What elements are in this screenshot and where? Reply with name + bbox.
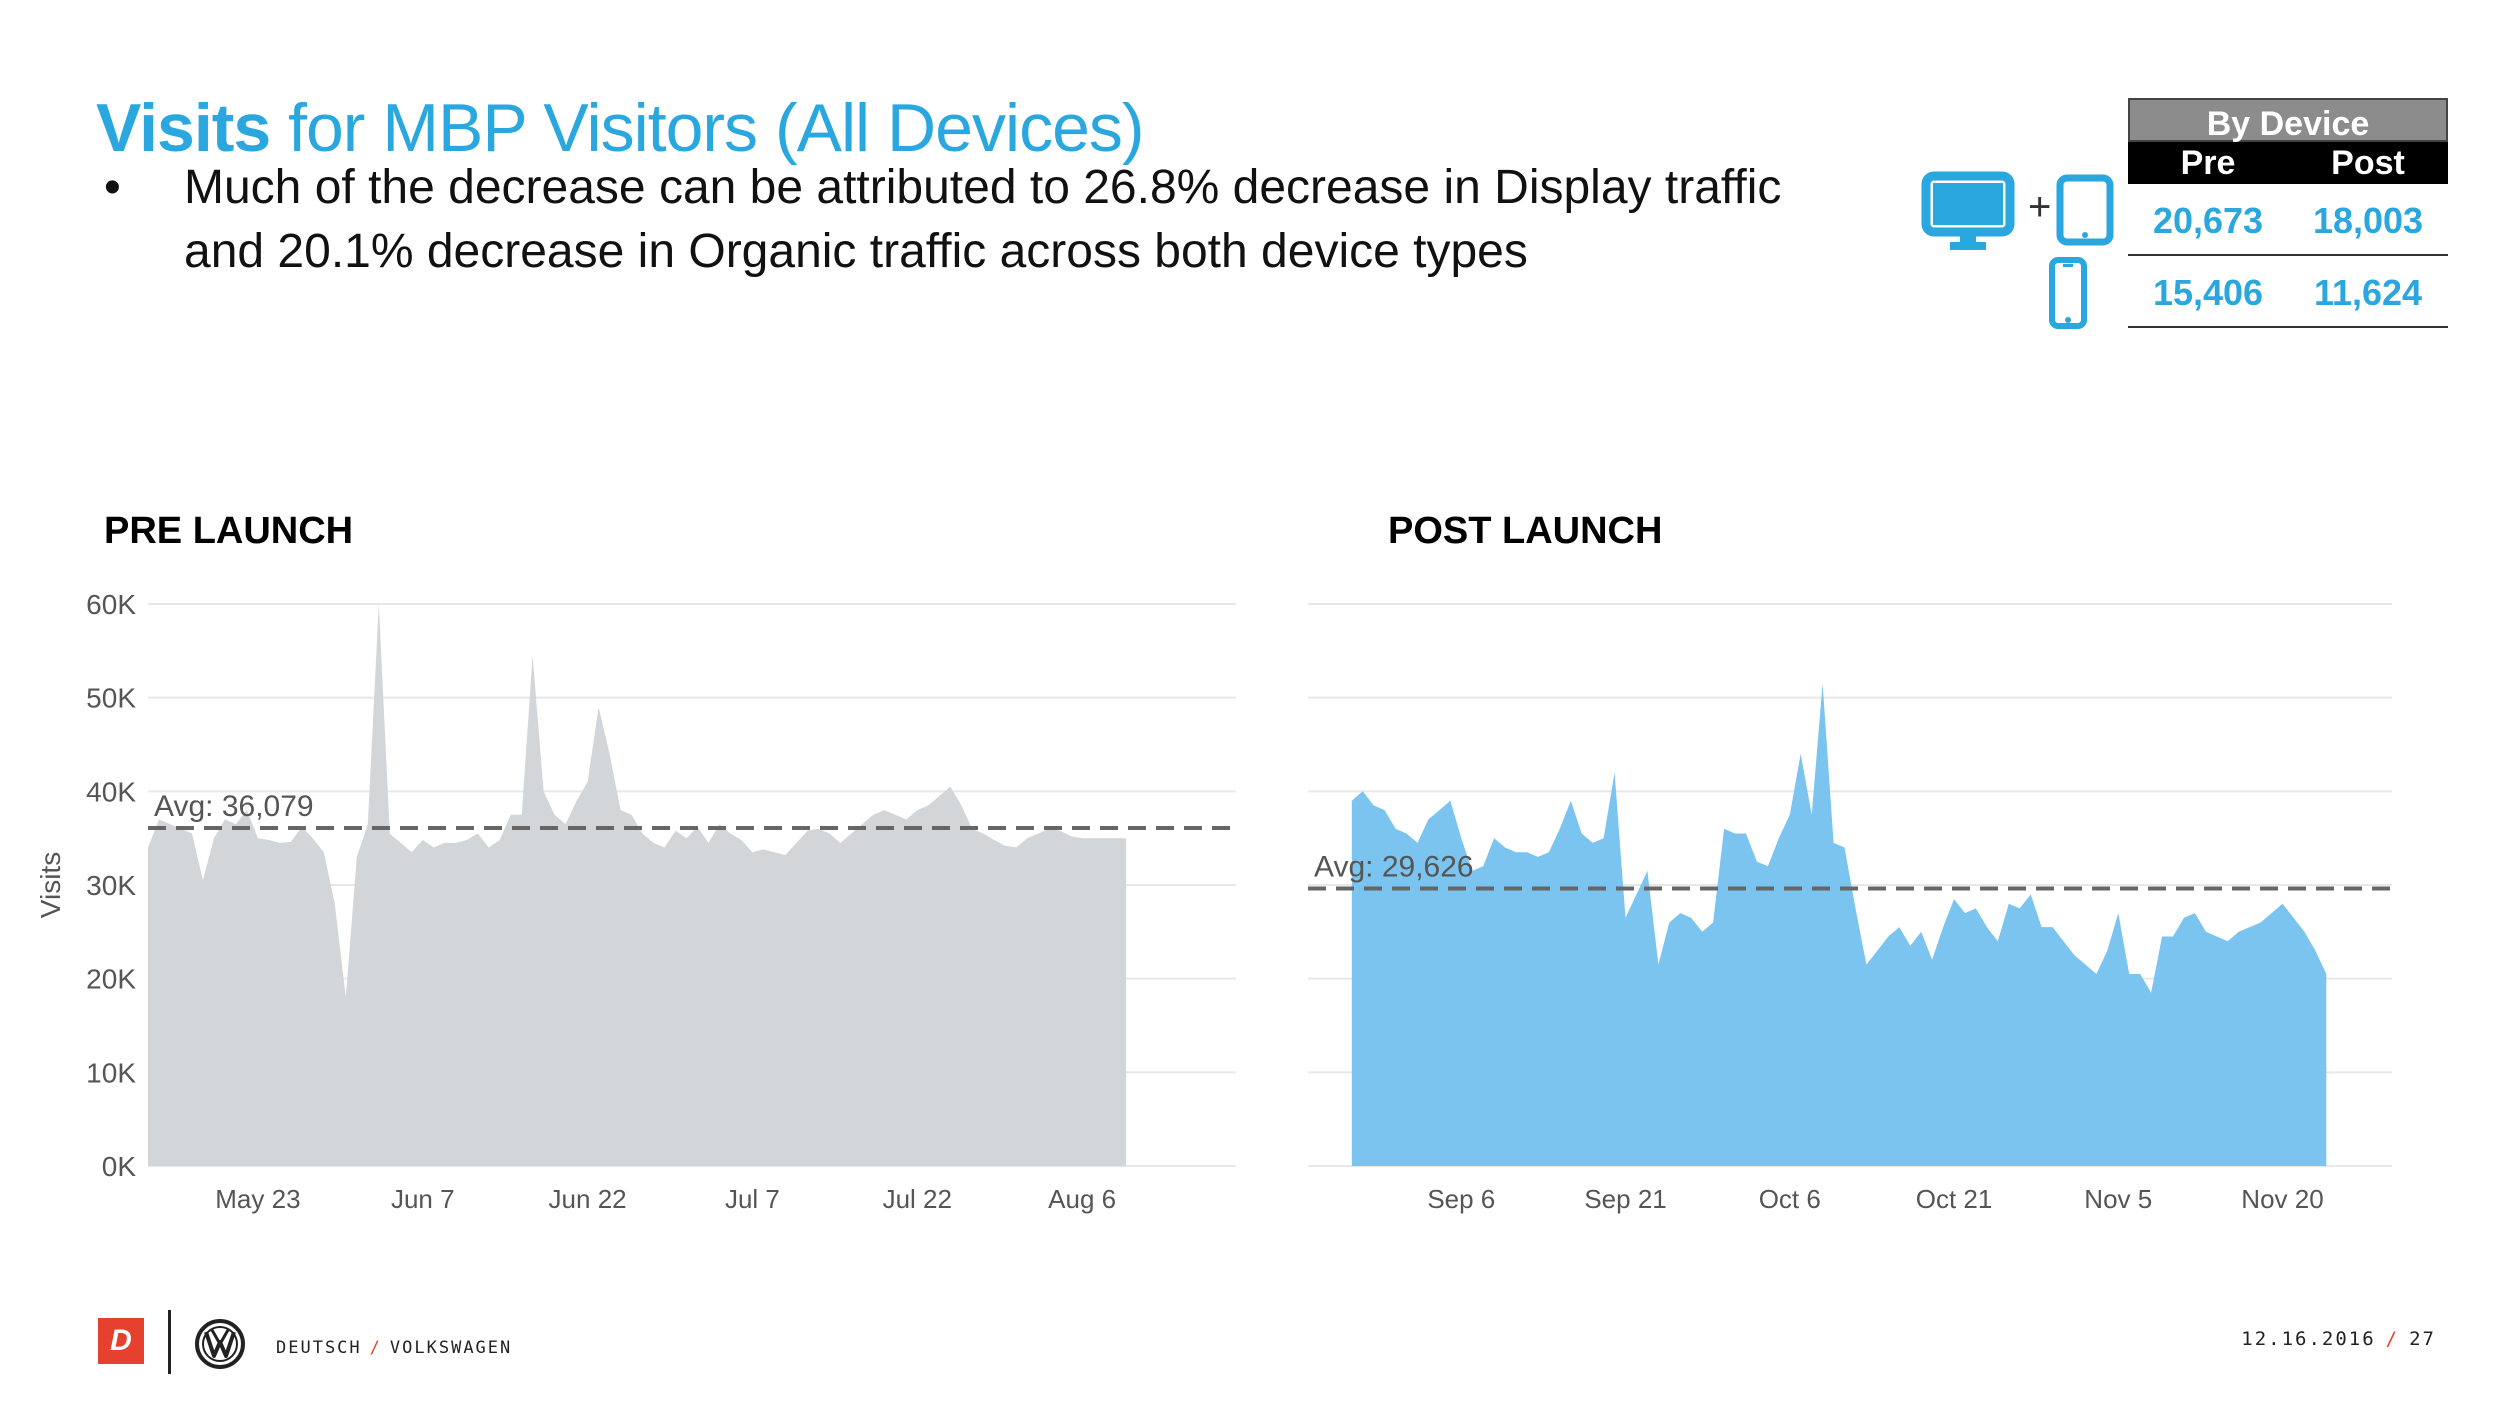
x-tick-label: Jul 7: [725, 1184, 780, 1214]
post-value: 18,003: [2312, 200, 2424, 241]
bullet-text: Much of the decrease can be attributed t…: [184, 161, 1782, 278]
brand-slash: /: [369, 1338, 382, 1358]
post-launch-label: POST LAUNCH: [1388, 510, 1663, 552]
y-tick-label: 10K: [86, 1057, 136, 1088]
col-post: Post: [2331, 144, 2405, 182]
x-tick-label: Sep 21: [1584, 1184, 1666, 1214]
tablet-icon: [2056, 174, 2114, 246]
pre-launch-chart: 0K 10K 20K 30K 40K 50K 60K Avg: 36,079 May 23 Jun…: [35, 589, 1236, 1214]
date-slash: /: [2385, 1328, 2400, 1350]
y-tick-label: 50K: [86, 683, 136, 714]
device-table: By Device Pre Post 20,673 18,003 15,406 …: [2128, 98, 2448, 328]
y-tick-label: 20K: [86, 964, 136, 995]
page-number: 27: [2409, 1328, 2436, 1350]
x-tick-label: Jun 22: [549, 1184, 627, 1214]
col-pre: Pre: [2180, 144, 2236, 182]
x-tick-label: Aug 6: [1048, 1184, 1116, 1214]
y-tick-label: 0K: [102, 1151, 137, 1182]
x-tick-label: May 23: [215, 1184, 300, 1214]
footer-brand: DEUTSCH / VOLKSWAGEN: [276, 1338, 512, 1358]
device-icons: +: [1921, 171, 2114, 329]
title-strong: Visits: [96, 90, 271, 166]
area-series: [148, 604, 1127, 1166]
brand-volkswagen: VOLKSWAGEN: [389, 1338, 513, 1358]
deutsch-logo: D: [98, 1318, 144, 1364]
x-tick-label: Oct 21: [1916, 1184, 1993, 1214]
avg-label: Avg: 36,079: [154, 790, 314, 823]
brand-deutsch: DEUTSCH: [276, 1338, 362, 1358]
pre-launch-label: PRE LAUNCH: [104, 510, 354, 552]
y-tick-label: 60K: [86, 589, 136, 620]
y-tick-label: 40K: [86, 776, 136, 807]
mobile-icon: [2049, 257, 2087, 329]
title-rest: for MBP Visitors (All Devices): [270, 90, 1144, 166]
device-table-columns: Pre Post: [2128, 142, 2448, 184]
plus-sign: +: [2028, 185, 2051, 229]
page-title: Visits for MBP Visitors (All Devices): [96, 88, 1145, 168]
x-tick-label: Nov 20: [2241, 1184, 2323, 1214]
bullet-dot: •: [104, 161, 121, 214]
footer-date: 12.16.2016 / 27: [2241, 1328, 2436, 1350]
x-tick-label: Nov 5: [2084, 1184, 2152, 1214]
device-row-mobile: 15,406 11,624: [2128, 256, 2448, 328]
desktop-icon: [1921, 171, 2015, 250]
x-tick-label: Sep 6: [1427, 1184, 1495, 1214]
y-axis-label: Visits: [35, 852, 66, 918]
y-tick-label: 30K: [86, 870, 136, 901]
date-text: 12.16.2016: [2241, 1328, 2376, 1350]
vw-logo-icon: [195, 1319, 245, 1369]
device-row-desktop-tablet: 20,673 18,003: [2128, 184, 2448, 256]
device-table-header: By Device: [2128, 98, 2448, 143]
pre-value: 15,406: [2152, 272, 2264, 313]
post-value: 11,624: [2313, 272, 2423, 313]
x-tick-label: Oct 6: [1759, 1184, 1821, 1214]
area-series: [1351, 683, 2327, 1166]
x-tick-label: Jul 22: [883, 1184, 952, 1214]
footer-divider: [168, 1310, 171, 1374]
post-launch-chart: Avg: 29,626 Sep 6 Sep 21 Oct 6 Oct 21 Nov 5 No…: [1308, 603, 2392, 1214]
avg-label: Avg: 29,626: [1314, 851, 1474, 884]
x-tick-label: Jun 7: [391, 1184, 455, 1214]
pre-value: 20,673: [2152, 200, 2264, 241]
